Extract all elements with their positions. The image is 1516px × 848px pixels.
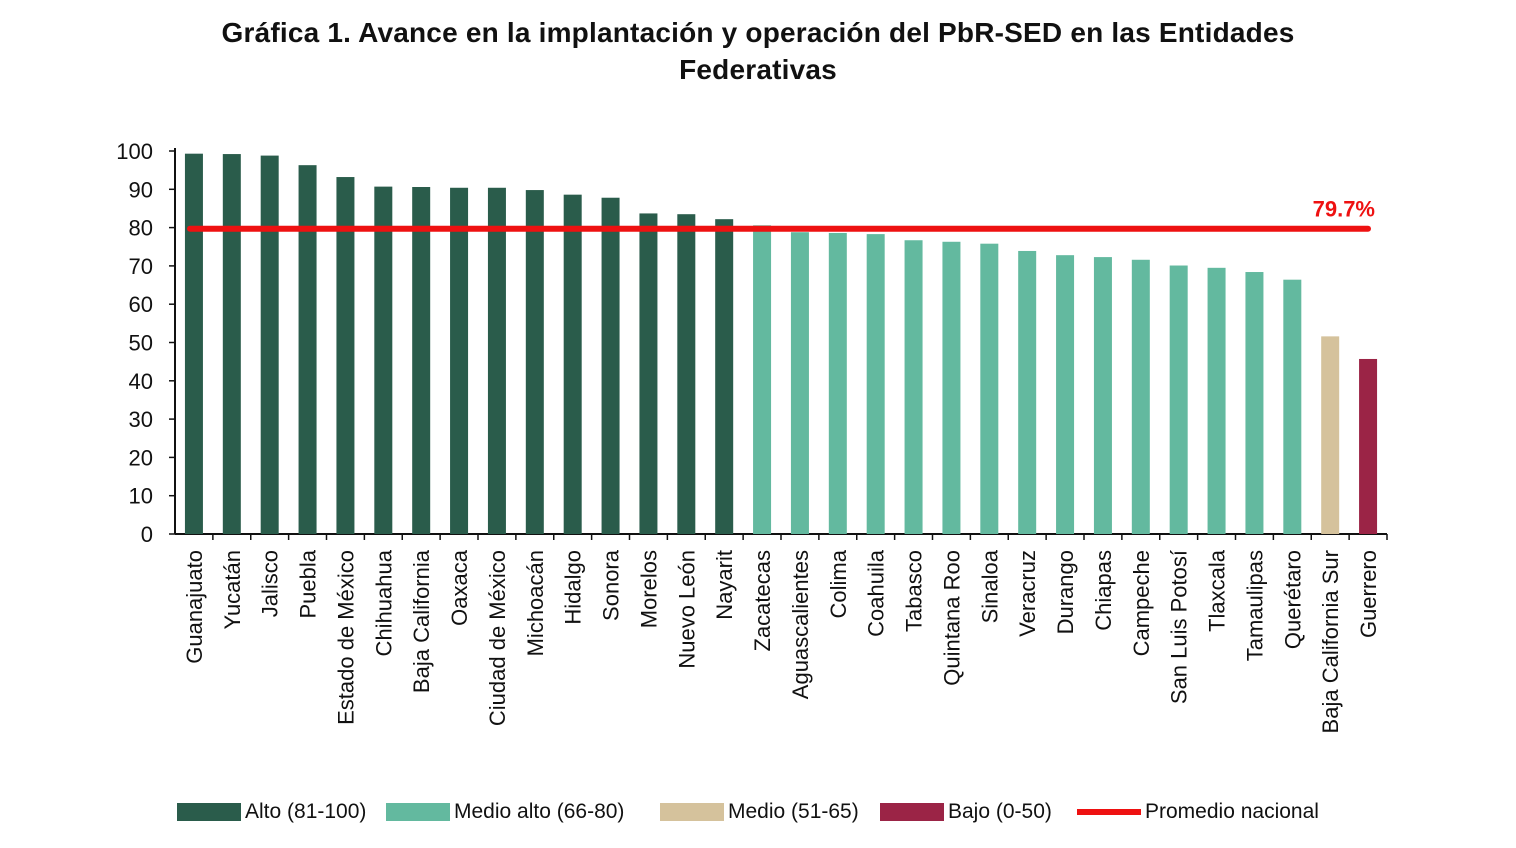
x-category-label: Morelos — [636, 550, 661, 628]
x-category-label: Yucatán — [220, 550, 245, 630]
bar — [866, 234, 885, 534]
y-tick-label: 80 — [129, 216, 153, 241]
legend-label: Medio alto (66-80) — [454, 800, 625, 823]
bar — [790, 232, 809, 535]
y-tick-label: 50 — [129, 331, 153, 356]
bar — [601, 197, 620, 534]
x-category-label: Tabasco — [902, 550, 927, 632]
x-category-label: Zacatecas — [750, 550, 775, 652]
bar — [1359, 358, 1378, 534]
x-category-label: Oaxaca — [447, 549, 472, 626]
bar — [1245, 272, 1264, 534]
x-category-label: Baja California — [409, 549, 434, 693]
bar — [639, 213, 658, 534]
x-category-label: Sinaloa — [977, 549, 1002, 623]
y-tick-label: 70 — [129, 254, 153, 279]
bar — [1321, 336, 1340, 534]
x-category-label: Aguascalientes — [788, 550, 813, 699]
x-category-label: Sonora — [599, 549, 624, 621]
legend-item-medio: Medio (51-65) — [660, 797, 859, 827]
x-category-label: Ciudad de México — [485, 550, 510, 726]
x-category-label: Tamaulipas — [1242, 550, 1267, 661]
legend-swatch — [1077, 809, 1141, 815]
bar — [942, 241, 961, 534]
y-tick-label: 0 — [141, 522, 153, 547]
legend-label: Bajo (0-50) — [948, 800, 1052, 823]
chart-title-line1: Gráfica 1. Avance en la implantación y o… — [221, 17, 1295, 48]
x-category-label: Guerrero — [1356, 550, 1381, 638]
x-category-label: Michoacán — [523, 550, 548, 656]
bar — [1169, 265, 1188, 534]
x-category-label: Jalisco — [258, 550, 283, 617]
bar — [374, 186, 393, 534]
bar — [753, 225, 772, 534]
bar — [525, 190, 544, 535]
bar — [1131, 259, 1150, 534]
x-category-label: Baja California Sur — [1318, 550, 1343, 733]
x-category-label: Colima — [826, 549, 851, 618]
y-tick-label: 60 — [129, 292, 153, 317]
legend-swatch — [177, 803, 241, 821]
promedio-nacional-label: 79.7% — [1313, 197, 1375, 222]
bar — [487, 187, 506, 534]
legend-label: Promedio nacional — [1145, 800, 1319, 823]
bar — [184, 153, 203, 534]
legend-item-promedio: Promedio nacional — [1077, 797, 1319, 827]
legend-swatch — [660, 803, 724, 821]
bar — [563, 194, 582, 535]
legend-item-alto: Alto (81-100) — [177, 797, 366, 827]
x-category-label: Quintana Roo — [939, 550, 964, 686]
x-category-label: Campeche — [1129, 550, 1154, 656]
y-tick-label: 40 — [129, 369, 153, 394]
x-category-label: Hidalgo — [561, 550, 586, 625]
x-category-label: Estado de México — [333, 550, 358, 725]
bar — [1018, 250, 1037, 534]
x-category-label: Veracruz — [1015, 550, 1040, 637]
x-category-label: Chiapas — [1091, 550, 1116, 631]
chart-title-line2: Federativas — [679, 54, 837, 85]
bar — [1056, 255, 1075, 534]
legend-label: Alto (81-100) — [245, 800, 367, 823]
x-category-label: Nuevo León — [674, 550, 699, 669]
bar — [336, 177, 355, 534]
bar — [677, 214, 696, 534]
bar — [1093, 257, 1112, 534]
legend-item-medio-alto: Medio alto (66-80) — [386, 797, 624, 827]
x-category-label: Querétaro — [1280, 550, 1305, 649]
bar-chart: 0 10 20 30 40 50 60 70 80 90 100 Guanajuato Yucatán J… — [116, 139, 1388, 733]
legend-swatch — [386, 803, 450, 821]
y-tick-label: 10 — [129, 484, 153, 509]
y-tick-label: 30 — [129, 407, 153, 432]
bar — [904, 240, 923, 534]
chart-title: Gráfica 1. Avance en la implantación y o… — [0, 14, 1516, 88]
bar — [260, 155, 279, 534]
x-category-label: Chihuahua — [371, 549, 396, 656]
y-tick-label: 90 — [129, 177, 153, 202]
legend-label: Medio (51-65) — [728, 800, 859, 823]
chart-legend: Alto (81-100) Medio alto (66-80) Medio (51… — [0, 797, 1516, 827]
x-category-label: San Luis Potosí — [1167, 550, 1192, 704]
bar — [1283, 279, 1302, 534]
y-tick-label: 20 — [129, 445, 153, 470]
bar — [828, 232, 847, 534]
bar — [298, 165, 317, 534]
x-category-label: Coahuila — [864, 549, 889, 637]
bar — [450, 187, 469, 534]
x-category-label: Puebla — [296, 549, 321, 618]
y-tick-label: 100 — [116, 139, 153, 164]
bar — [1207, 267, 1226, 534]
legend-swatch — [880, 803, 944, 821]
x-category-label: Tlaxcala — [1205, 549, 1230, 632]
bar — [980, 243, 999, 534]
x-category-label: Durango — [1053, 550, 1078, 634]
legend-item-bajo: Bajo (0-50) — [880, 797, 1052, 827]
bar — [222, 154, 241, 534]
bar — [715, 219, 734, 534]
bar — [412, 187, 431, 534]
x-category-label: Nayarit — [712, 550, 737, 620]
x-category-label: Guanajuato — [182, 550, 207, 664]
